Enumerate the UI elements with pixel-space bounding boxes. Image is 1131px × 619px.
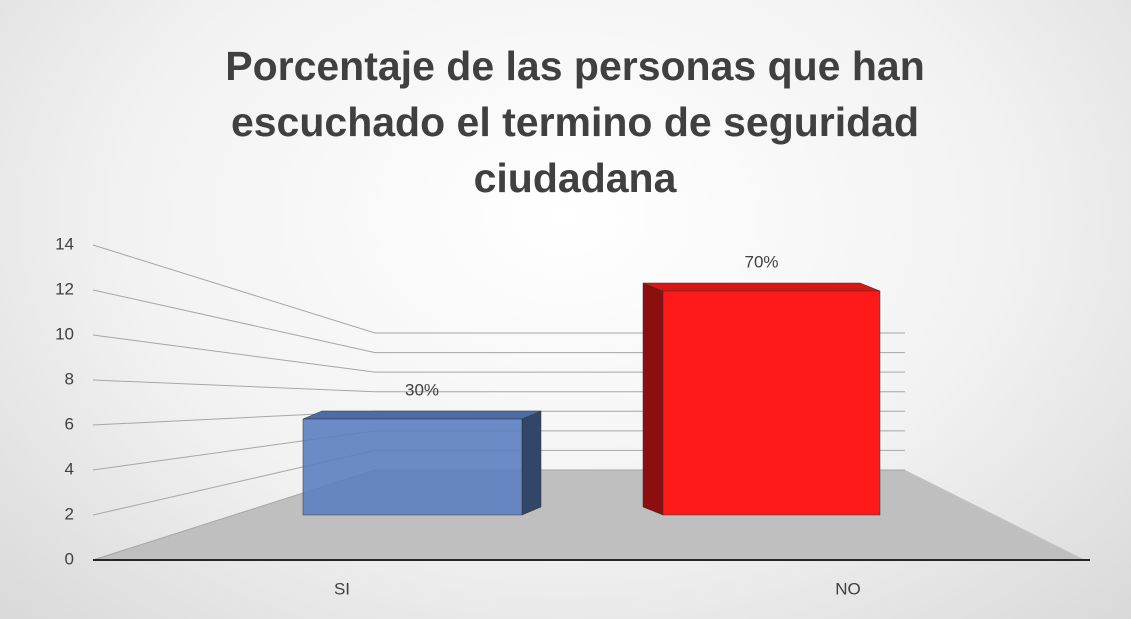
y-tick-label: 6 [65,414,74,433]
y-tick-label: 10 [55,324,74,343]
data-label: 70% [744,252,778,271]
y-tick-label: 14 [55,234,74,253]
floor [93,470,1085,560]
y-tick-label: 0 [65,549,74,568]
y-tick-label: 12 [55,279,74,298]
y-tick-label: 2 [65,504,74,523]
bar-top [642,282,881,292]
data-label: 30% [405,380,439,399]
x-tick-label: NO [835,579,861,598]
bar [302,418,523,516]
bar-side [521,410,542,516]
chart-title: Porcentaje de las personas que han escuc… [225,43,925,201]
bar-top [302,410,542,420]
bar-side [642,282,664,516]
y-tick-label: 4 [65,459,74,478]
y-tick-label: 8 [65,369,74,388]
bar [662,290,881,516]
x-tick-label: SI [334,579,350,598]
